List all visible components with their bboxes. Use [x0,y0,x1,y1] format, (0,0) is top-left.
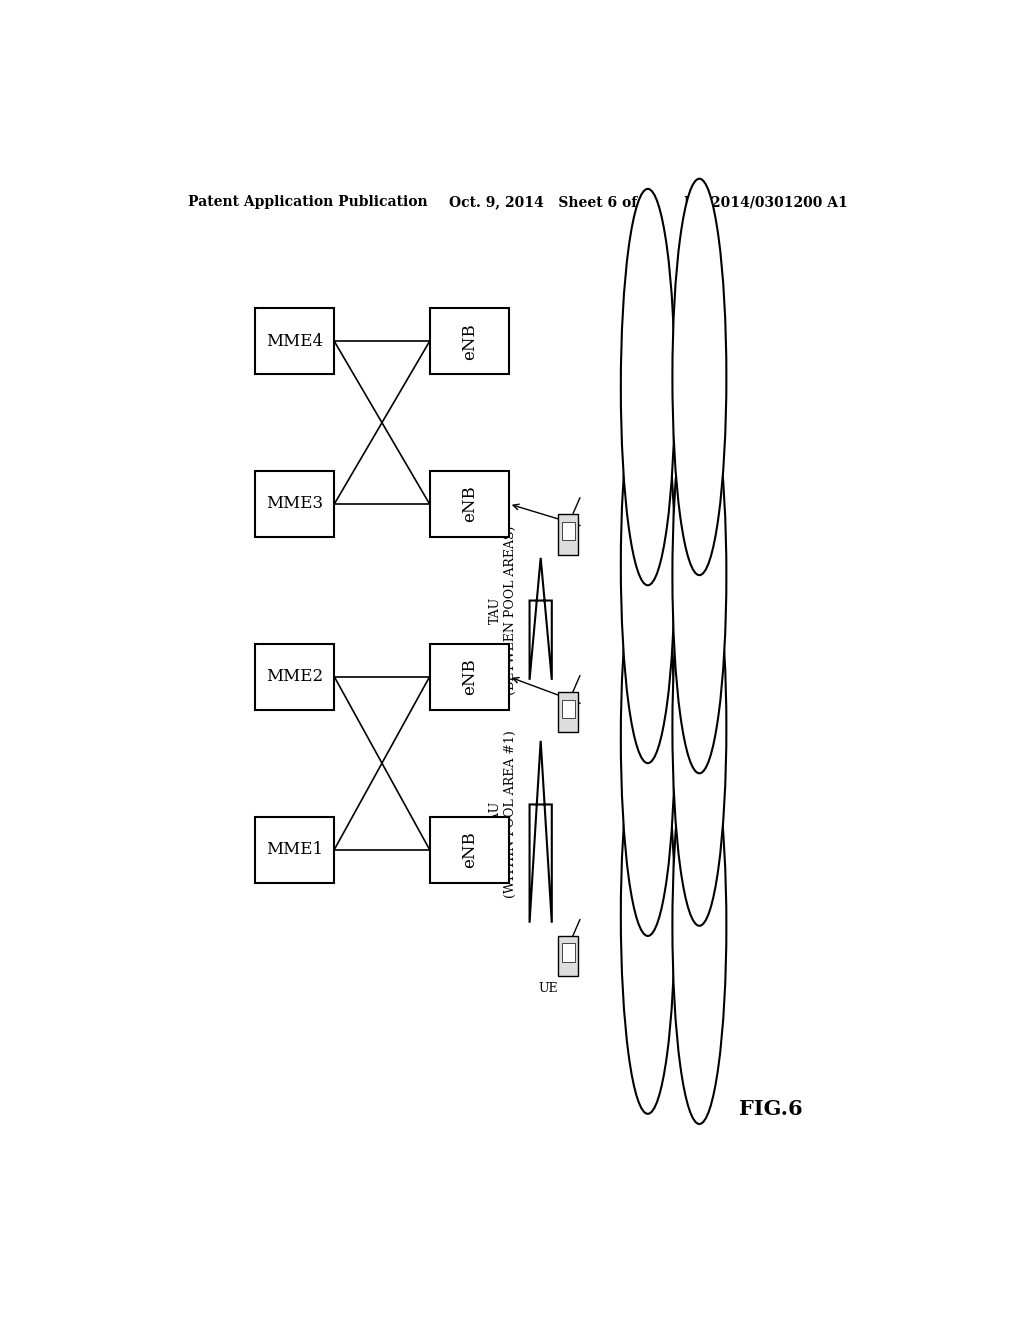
FancyBboxPatch shape [558,515,579,554]
Text: MME1: MME1 [266,841,324,858]
Text: TA1-1: TA1-1 [641,895,654,936]
Text: Patent Application Publication: Patent Application Publication [187,195,427,209]
FancyBboxPatch shape [562,944,574,962]
Text: eNB: eNB [461,323,478,360]
Text: TAU
(WITHIN POOL AREA #1): TAU (WITHIN POOL AREA #1) [489,730,517,898]
Ellipse shape [673,378,726,774]
Text: eNB: eNB [461,832,478,869]
FancyBboxPatch shape [430,309,509,375]
FancyBboxPatch shape [255,471,334,537]
Ellipse shape [621,189,675,585]
Ellipse shape [673,529,726,925]
Text: POOL AREA 1: POOL AREA 1 [692,777,707,876]
Text: TA2-2: TA2-2 [641,367,654,408]
FancyBboxPatch shape [430,817,509,883]
Text: MME3: MME3 [266,495,324,512]
FancyBboxPatch shape [430,644,509,710]
Text: Oct. 9, 2014   Sheet 6 of 7: Oct. 9, 2014 Sheet 6 of 7 [450,195,652,209]
Text: MME2: MME2 [266,668,324,685]
Ellipse shape [621,367,675,763]
FancyBboxPatch shape [558,936,579,977]
Text: MME4: MME4 [266,333,324,350]
FancyBboxPatch shape [430,471,509,537]
Text: FIG.6: FIG.6 [739,1098,803,1119]
Text: TAU
(BETWEEN POOL AREAS): TAU (BETWEEN POOL AREAS) [489,525,517,696]
Text: US 2014/0301200 A1: US 2014/0301200 A1 [684,195,847,209]
Text: UE: UE [539,982,558,995]
Ellipse shape [673,178,726,576]
Ellipse shape [621,718,675,1114]
FancyBboxPatch shape [562,700,574,718]
Text: TA1-2: TA1-2 [641,717,654,758]
FancyBboxPatch shape [562,521,574,540]
Text: POOL AREA 2: POOL AREA 2 [692,426,707,525]
FancyBboxPatch shape [255,309,334,375]
Polygon shape [529,741,552,923]
Ellipse shape [621,540,675,936]
FancyBboxPatch shape [255,817,334,883]
FancyBboxPatch shape [558,692,579,733]
Polygon shape [529,558,552,680]
FancyBboxPatch shape [255,644,334,710]
Text: eNB: eNB [461,659,478,696]
Text: eNB: eNB [461,486,478,523]
Text: TA2-1: TA2-1 [641,545,654,585]
Ellipse shape [673,727,726,1125]
